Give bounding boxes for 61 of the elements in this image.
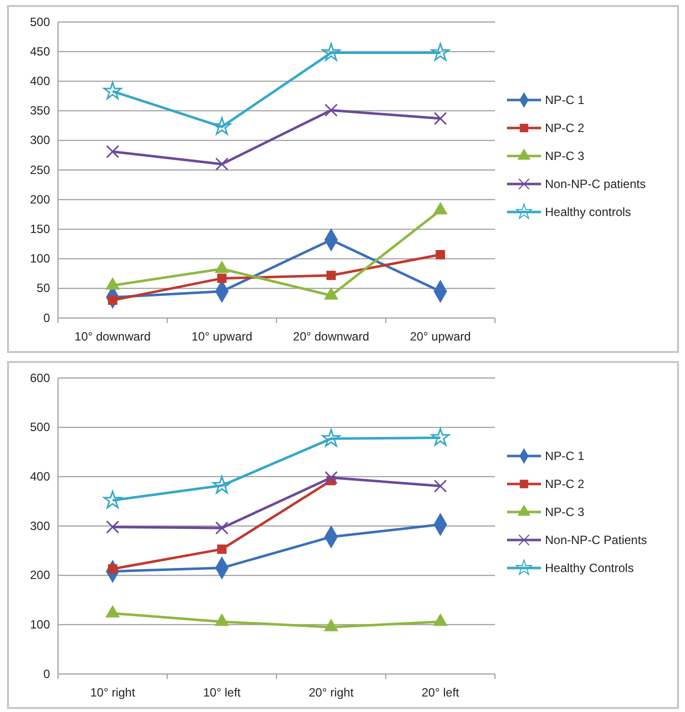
- point: [212, 476, 232, 494]
- point: [103, 82, 122, 100]
- x-tick-label: 10° left: [203, 686, 242, 700]
- legend-label: NP-C 2: [545, 121, 585, 135]
- point: [324, 619, 338, 632]
- y-tick-label: 450: [30, 44, 50, 58]
- point: [434, 112, 447, 126]
- legend-label: NP-C 3: [545, 505, 585, 519]
- y-tick-label: 0: [43, 666, 50, 681]
- y-tick-label: 400: [30, 74, 50, 88]
- y-tick-label: 150: [30, 222, 50, 236]
- x-tick-label: 10° right: [90, 686, 136, 700]
- point: [436, 250, 446, 260]
- y-tick-label: 400: [30, 470, 50, 484]
- point: [324, 471, 338, 484]
- point: [106, 145, 120, 158]
- point: [103, 490, 122, 508]
- point: [212, 117, 232, 135]
- y-tick-label: 100: [30, 252, 50, 266]
- y-tick-label: 0: [43, 310, 50, 325]
- x-tick-label: 20° upward: [410, 330, 471, 344]
- point: [217, 544, 227, 554]
- x-tick-label: 10° downward: [74, 330, 151, 344]
- y-tick-label: 300: [30, 518, 50, 533]
- y-tick-label: 350: [30, 104, 50, 118]
- y-tick-label: 500: [30, 420, 50, 434]
- y-tick-label: 50: [36, 281, 50, 296]
- point: [106, 520, 120, 534]
- y-tick-label: 200: [30, 192, 50, 206]
- point: [215, 521, 228, 535]
- point: [322, 43, 340, 61]
- y-tick-label: 300: [30, 133, 50, 148]
- legend-label: NP-C 1: [545, 93, 585, 107]
- point: [322, 428, 340, 447]
- point: [215, 614, 229, 626]
- legend-label: Non-NP-C Patients: [545, 533, 648, 547]
- legend-label: Non-NP-C patients: [545, 177, 646, 191]
- point: [217, 274, 227, 284]
- legend-label: Healthy controls: [545, 205, 632, 219]
- point: [324, 104, 338, 117]
- point: [215, 158, 228, 171]
- point: [431, 428, 450, 446]
- legend-label: Healthy Controls: [545, 561, 634, 575]
- y-tick-label: 200: [30, 568, 50, 582]
- point: [434, 479, 447, 493]
- point: [431, 43, 450, 61]
- x-tick-label: 20° left: [422, 686, 460, 700]
- y-tick-label: 500: [30, 14, 50, 29]
- y-tick-label: 600: [30, 370, 50, 385]
- y-tick-label: 100: [30, 618, 50, 632]
- point: [215, 261, 229, 274]
- y-tick-label: 250: [30, 162, 50, 177]
- x-tick-label: 20° right: [308, 686, 354, 700]
- x-tick-label: 10° upward: [191, 330, 252, 344]
- x-tick-label: 20° downward: [293, 330, 370, 344]
- legend-label: NP-C 1: [545, 449, 585, 463]
- legend-label: NP-C 2: [545, 477, 585, 491]
- legend-label: NP-C 3: [545, 149, 585, 163]
- point: [106, 605, 120, 618]
- point: [326, 270, 336, 280]
- point: [434, 614, 448, 626]
